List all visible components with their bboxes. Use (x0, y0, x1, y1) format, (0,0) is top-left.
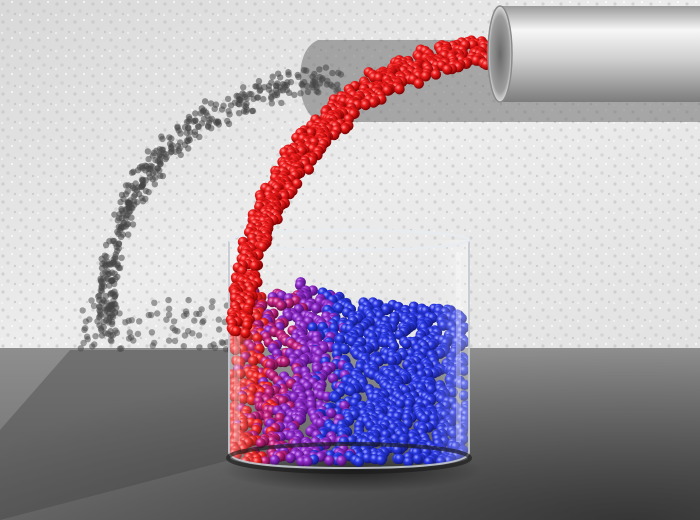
beaker-rim-front (227, 228, 471, 252)
floor-shadow-left (0, 350, 230, 520)
beaker-base (226, 442, 472, 474)
glass-highlight-right (456, 252, 461, 442)
stream-shadow (77, 64, 345, 353)
glass-beaker (228, 240, 470, 470)
glass-highlight-left (234, 252, 240, 442)
pipe (487, 5, 700, 103)
